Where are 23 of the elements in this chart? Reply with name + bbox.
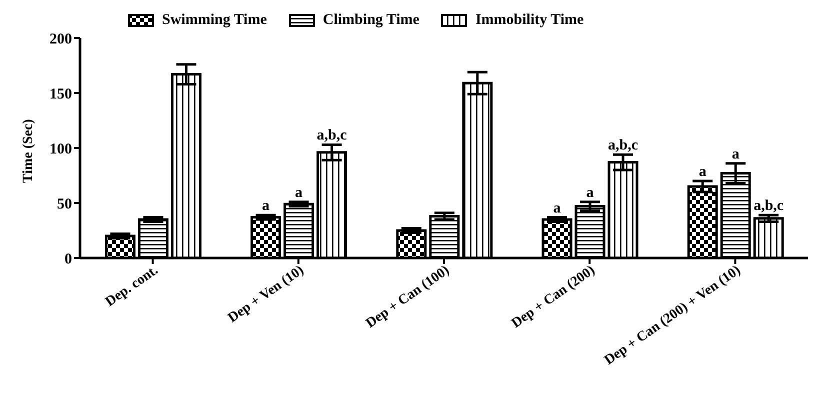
data-label: a,b,c — [316, 128, 348, 144]
legend-label: Climbing Time — [322, 12, 420, 29]
data-label: a,b,c — [754, 198, 784, 214]
y-tick-label: 150 — [50, 86, 72, 102]
legend-label: Immobility Time — [475, 12, 584, 29]
data-label: a — [698, 164, 707, 180]
x-tick-label: Dep. cont. — [103, 262, 162, 310]
data-label: a — [586, 184, 594, 201]
y-tick-label: 200 — [50, 31, 72, 48]
y-axis-title: Time (Sec) — [20, 118, 36, 183]
x-tick-label: Dep + Can (100) — [364, 262, 453, 332]
y-tick-label: 0 — [64, 251, 72, 268]
x-tick-label: Dep + Ven (10) — [226, 262, 307, 326]
y-tick-label: 50 — [57, 196, 72, 212]
x-tick-label: Dep + Can (200) + Ven (10) — [602, 262, 744, 368]
y-tick-label: 100 — [50, 141, 72, 158]
x-tick-label: Dep + Can (200) — [509, 262, 598, 332]
data-label: a — [295, 184, 304, 201]
legend-label: Swimming Time — [162, 12, 267, 29]
data-label: a — [732, 146, 740, 162]
data-label: a — [553, 200, 562, 216]
data-label: a,b,c — [608, 138, 638, 154]
data-label: a — [262, 198, 270, 214]
